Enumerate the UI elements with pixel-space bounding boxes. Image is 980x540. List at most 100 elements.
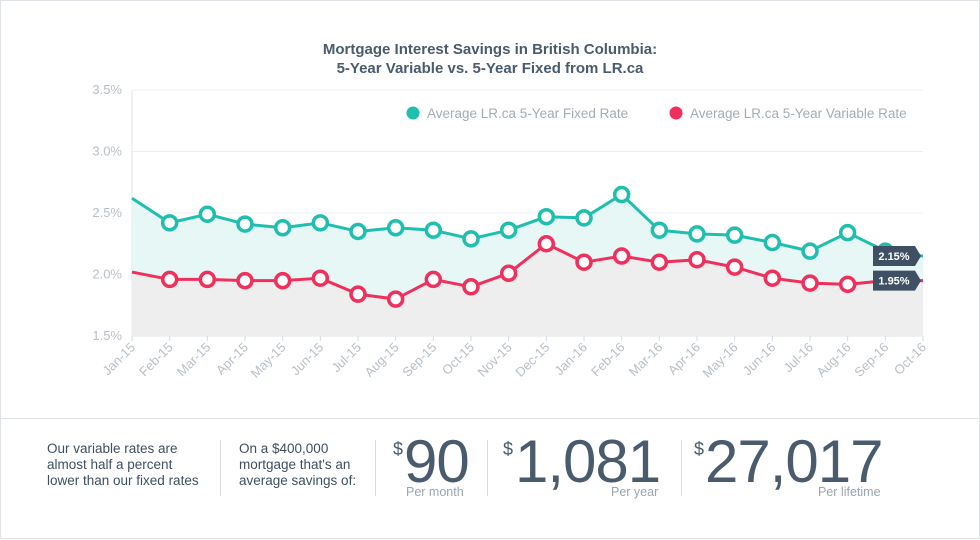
y-tick-label: 1.5% (92, 328, 122, 343)
context-line: mortgage that's an (239, 457, 351, 472)
legend-marker (669, 106, 683, 120)
footer-divider (375, 440, 376, 496)
x-tick-label: Apr-16 (665, 340, 703, 378)
footer-divider (487, 440, 488, 496)
data-point (537, 207, 556, 226)
data-point (612, 185, 631, 204)
series-area (132, 243, 923, 336)
y-tick-label: 3.5% (92, 82, 122, 97)
data-point (801, 274, 819, 292)
legend-label: Average LR.ca 5-Year Fixed Rate (427, 106, 628, 121)
data-point (424, 270, 443, 289)
legend-label: Average LR.ca 5-Year Variable Rate (690, 106, 907, 121)
x-tick-label: Apr-15 (213, 340, 251, 378)
per-year-value: 1,081 (515, 428, 661, 495)
data-point (273, 271, 292, 290)
data-point (725, 226, 744, 244)
x-tick-label: May-16 (700, 340, 741, 381)
x-tick-label: Jun-15 (288, 340, 327, 379)
dollar-sign: $ (694, 439, 705, 459)
context-line: average savings of: (239, 473, 357, 488)
chart-title: Mortgage Interest Savings in British Col… (0, 40, 980, 78)
footer-divider (681, 440, 682, 496)
data-point (386, 290, 405, 308)
per-lifetime-label: Per lifetime (818, 485, 881, 499)
y-tick-label: 2.0% (92, 267, 122, 282)
x-tick-label: Oct-16 (891, 340, 929, 378)
data-point (725, 258, 744, 276)
x-tick-label: Jun-16 (740, 340, 779, 379)
data-point (763, 269, 782, 287)
x-tick-label: Jul-16 (780, 340, 816, 376)
data-point (650, 221, 669, 239)
data-point (688, 225, 706, 243)
intro-line: almost half a percent (47, 457, 173, 472)
data-point (349, 285, 367, 303)
series-line (131, 242, 923, 301)
data-point (160, 270, 179, 289)
x-tick-label: Sep-16 (851, 340, 891, 380)
data-point (838, 275, 857, 294)
per-year-label: Per year (611, 485, 659, 499)
data-point (801, 242, 819, 260)
x-tick-label: Jan-15 (99, 340, 138, 379)
data-point (575, 209, 593, 227)
data-point (311, 269, 330, 287)
data-point (462, 278, 480, 296)
data-point (499, 221, 518, 239)
x-tick-label: Jan-16 (551, 340, 590, 379)
x-tick-label: Nov-15 (475, 340, 515, 380)
data-point (612, 247, 631, 265)
footer-divider (220, 440, 221, 496)
savings-footer (0, 418, 980, 540)
x-tick-label: Aug-15 (362, 340, 402, 380)
per-lifetime-value: 27,017 (705, 428, 884, 495)
chart-title-line2: 5-Year Variable vs. 5-Year Fixed from LR… (336, 60, 644, 77)
data-point (236, 215, 254, 233)
end-value-badge (873, 246, 921, 267)
x-tick-label: May-15 (248, 340, 289, 381)
data-point (311, 214, 330, 232)
data-point (575, 253, 593, 271)
data-point (838, 223, 857, 242)
data-point (763, 233, 782, 252)
data-point (462, 230, 480, 248)
chart-title-line1: Mortgage Interest Savings in British Col… (322, 41, 658, 58)
legend-marker (406, 106, 420, 120)
x-tick-label: Feb-15 (136, 340, 176, 380)
end-value-label: 2.15% (878, 251, 909, 263)
end-value-badge (873, 270, 921, 291)
data-point (650, 253, 669, 271)
intro-line: lower than our fixed rates (47, 473, 199, 488)
footer-context-text: On a $400,000 mortgage that's an average… (239, 441, 356, 489)
intro-line: Our variable rates are (47, 441, 178, 456)
dollar-sign: $ (393, 439, 404, 459)
data-point (537, 235, 556, 253)
data-point (424, 221, 443, 239)
y-tick-label: 2.5% (92, 205, 122, 220)
data-point (499, 264, 518, 283)
data-point (160, 214, 179, 232)
x-tick-label: Mar-15 (174, 340, 214, 380)
context-line: On a $400,000 (239, 441, 329, 456)
dollar-sign: $ (503, 439, 514, 459)
x-tick-label: Oct-15 (439, 340, 477, 378)
data-point (198, 205, 217, 223)
x-tick-label: Sep-15 (399, 340, 439, 380)
data-point (688, 250, 706, 269)
data-point (273, 219, 292, 237)
data-point (198, 270, 217, 289)
y-tick-label: 3.0% (92, 144, 122, 159)
footer-intro-text: Our variable rates are almost half a per… (47, 441, 199, 489)
end-value-label: 1.95% (878, 276, 909, 288)
per-month-value: 90 (404, 428, 470, 495)
x-tick-label: Dec-15 (512, 340, 552, 380)
series-line (131, 193, 924, 258)
x-tick-label: Mar-16 (626, 340, 666, 380)
data-point (349, 222, 367, 241)
x-tick-label: Jul-15 (328, 340, 364, 376)
data-point (236, 271, 254, 290)
x-tick-label: Aug-16 (814, 340, 854, 380)
data-point (386, 219, 405, 237)
